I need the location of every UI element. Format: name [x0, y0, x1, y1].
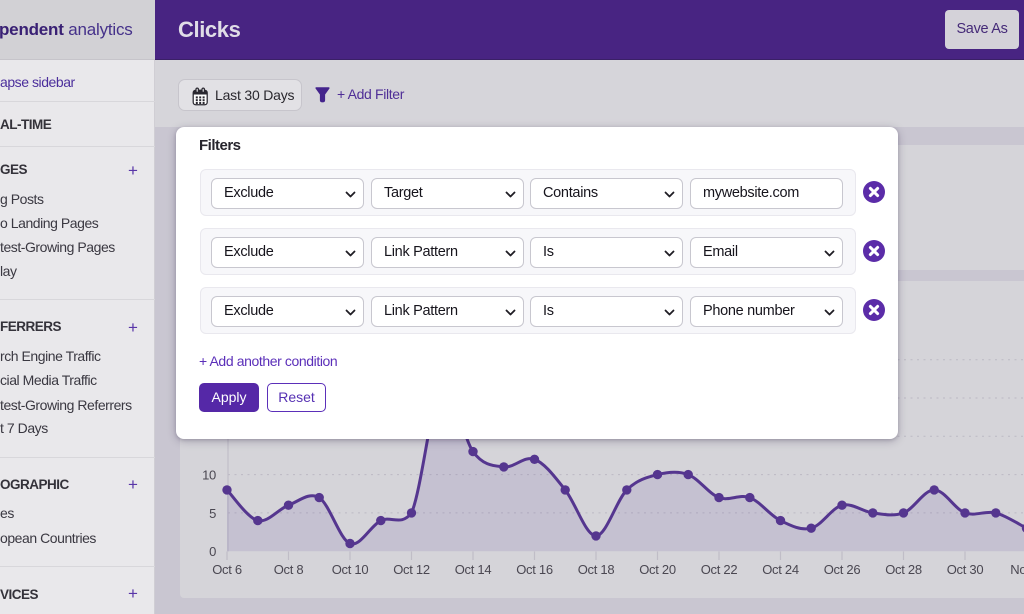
svg-text:Oct 16: Oct 16 [516, 562, 553, 577]
svg-text:Oct 8: Oct 8 [274, 562, 304, 577]
svg-text:Oct 24: Oct 24 [762, 562, 799, 577]
svg-text:5: 5 [209, 506, 216, 521]
svg-text:Oct 12: Oct 12 [393, 562, 430, 577]
svg-text:Oct 30: Oct 30 [947, 562, 984, 577]
svg-text:Oct 26: Oct 26 [824, 562, 861, 577]
svg-text:Oct 22: Oct 22 [701, 562, 738, 577]
svg-text:Oct 14: Oct 14 [455, 562, 492, 577]
svg-text:10: 10 [202, 468, 216, 483]
svg-text:Oct 20: Oct 20 [639, 562, 676, 577]
svg-text:Nov 1: Nov 1 [1010, 562, 1024, 577]
svg-text:Oct 18: Oct 18 [578, 562, 615, 577]
svg-text:0: 0 [209, 544, 216, 559]
svg-text:Oct 10: Oct 10 [332, 562, 369, 577]
svg-text:Oct 28: Oct 28 [885, 562, 922, 577]
svg-text:Oct 6: Oct 6 [212, 562, 242, 577]
